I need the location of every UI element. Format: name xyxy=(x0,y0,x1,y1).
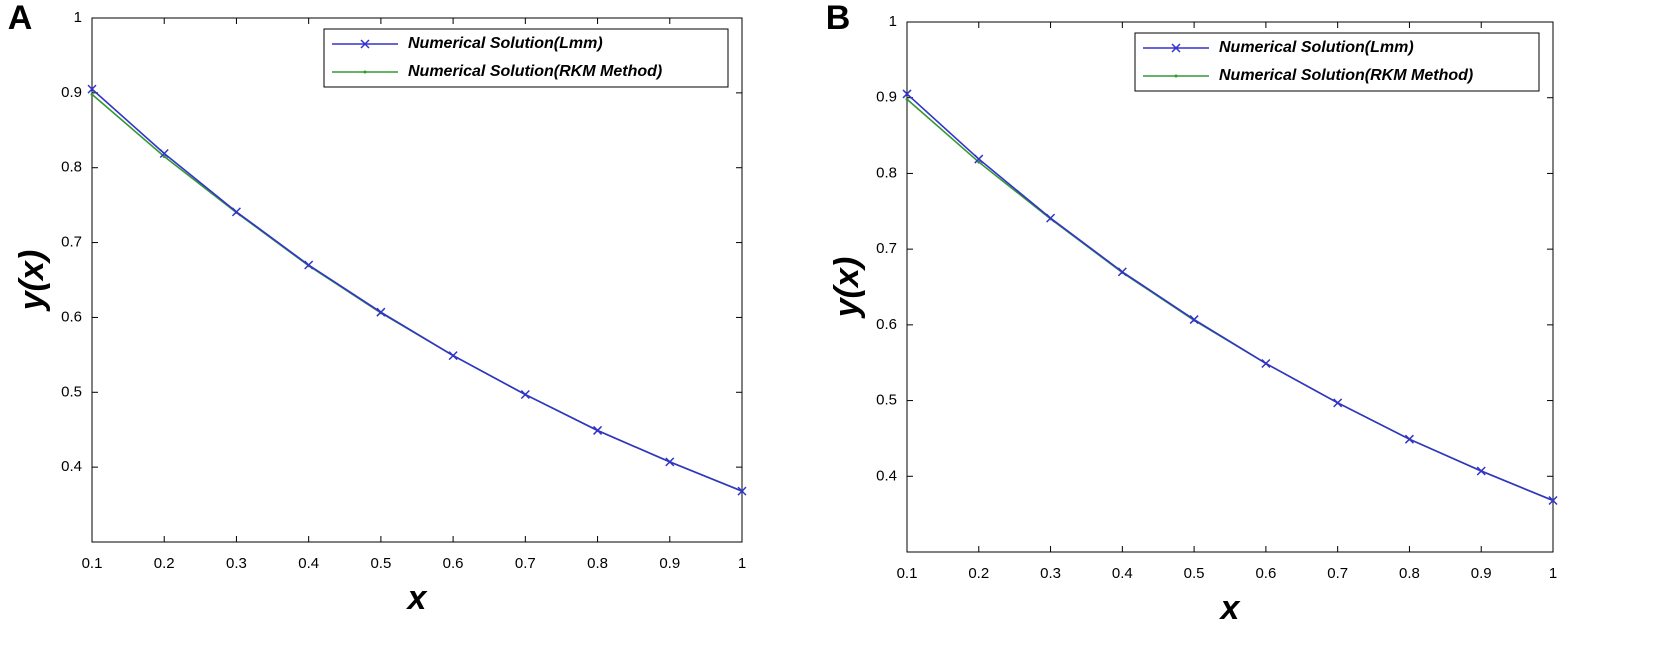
legend-marker xyxy=(360,39,370,49)
y-tick-label: 0.6 xyxy=(61,308,82,325)
y-tick-label: 0.8 xyxy=(876,164,897,181)
y-tick-label: 0.9 xyxy=(61,84,82,101)
legend-box xyxy=(1134,32,1540,92)
y-tick-label: 0.9 xyxy=(876,89,897,106)
marker xyxy=(665,457,675,467)
y-tick-label: 1 xyxy=(889,13,897,30)
x-tick-label: 0.2 xyxy=(154,555,175,572)
plot-area xyxy=(91,17,743,543)
y-tick-label: 0.7 xyxy=(61,234,82,251)
y-tick-label: 0.4 xyxy=(876,467,897,484)
marker xyxy=(1333,398,1343,408)
y-tick-label: 0.5 xyxy=(61,383,82,400)
marker xyxy=(304,260,314,270)
y-tick-label: 0.6 xyxy=(876,316,897,333)
marker xyxy=(87,84,97,94)
x-tick-label: 0.8 xyxy=(587,555,608,572)
marker xyxy=(1189,315,1199,325)
marker xyxy=(1404,434,1414,444)
x-axis-label: x xyxy=(1219,589,1242,627)
x-tick-label: 0.2 xyxy=(968,565,989,582)
x-tick-label: 1 xyxy=(1549,565,1557,582)
marker xyxy=(737,486,747,496)
marker xyxy=(902,89,912,99)
marker xyxy=(977,160,981,164)
legend-box xyxy=(323,28,729,88)
x-tick-label: 0.6 xyxy=(1255,565,1276,582)
y-axis-label: y(x) xyxy=(13,250,51,312)
y-tick-label: 1 xyxy=(74,9,82,26)
series-line xyxy=(91,88,743,492)
x-tick-label: 0.4 xyxy=(298,555,319,572)
marker xyxy=(974,154,984,164)
marker xyxy=(1117,267,1127,277)
x-tick-label: 0.5 xyxy=(1184,565,1205,582)
y-tick-label: 0.8 xyxy=(61,159,82,176)
x-tick-label: 0.3 xyxy=(226,555,247,572)
x-tick-label: 0.9 xyxy=(659,555,680,572)
y-axis-label: y(x) xyxy=(828,257,866,319)
y-tick-label: 0.5 xyxy=(876,392,897,409)
marker xyxy=(90,92,94,96)
marker xyxy=(520,390,530,400)
legend-label: Numerical Solution(RKM Method) xyxy=(408,63,662,80)
marker xyxy=(159,148,169,159)
x-tick-label: 0.7 xyxy=(515,555,536,572)
legend-label: Numerical Solution(RKM Method) xyxy=(1219,67,1473,84)
x-tick-label: 0.9 xyxy=(1471,565,1492,582)
x-tick-label: 0.7 xyxy=(1327,565,1348,582)
x-tick-label: 0.6 xyxy=(443,555,464,572)
series-line xyxy=(906,93,1554,502)
x-tick-label: 0.1 xyxy=(82,555,103,572)
x-tick-label: 0.4 xyxy=(1112,565,1133,582)
legend-marker xyxy=(1171,43,1181,53)
marker xyxy=(231,207,241,217)
marker xyxy=(905,97,909,101)
marker xyxy=(1046,213,1056,223)
y-tick-label: 0.7 xyxy=(876,240,897,257)
marker xyxy=(448,351,458,361)
marker xyxy=(1476,466,1486,476)
legend-marker xyxy=(363,70,367,74)
legend-label: Numerical Solution(Lmm) xyxy=(408,35,603,52)
legend-label: Numerical Solution(Lmm) xyxy=(1219,39,1414,56)
x-tick-label: 0.3 xyxy=(1040,565,1061,582)
marker xyxy=(593,425,603,435)
panel-label: A xyxy=(8,0,33,37)
marker xyxy=(162,154,166,158)
marker xyxy=(1261,358,1271,369)
x-tick-label: 0.5 xyxy=(370,555,391,572)
x-axis-label: x xyxy=(406,579,429,617)
x-tick-label: 0.8 xyxy=(1399,565,1420,582)
marker xyxy=(376,307,386,317)
x-tick-label: 1 xyxy=(738,555,746,572)
plot-area xyxy=(906,21,1554,553)
legend-marker xyxy=(1174,74,1178,78)
marker xyxy=(1548,495,1558,506)
y-tick-label: 0.4 xyxy=(61,458,82,475)
x-tick-label: 0.1 xyxy=(897,565,918,582)
panel-label: B xyxy=(826,0,851,37)
